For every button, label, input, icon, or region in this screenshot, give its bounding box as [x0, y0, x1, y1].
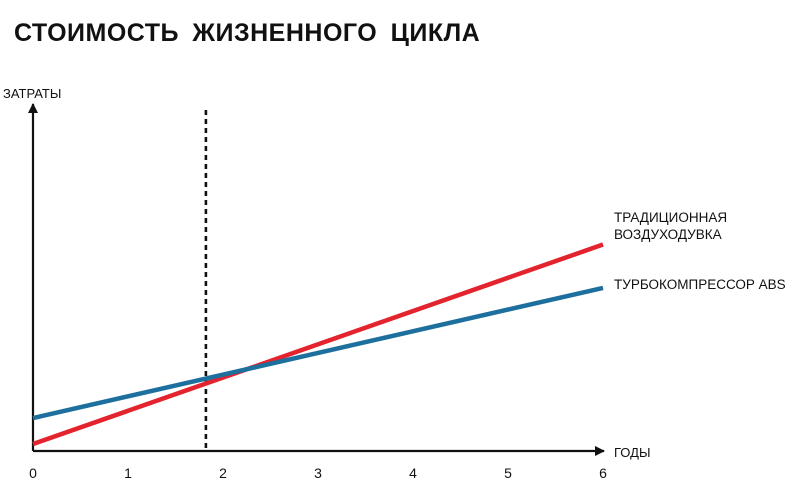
x-tick-label-4: 4 [409, 465, 417, 481]
x-tick-label-3: 3 [314, 465, 322, 481]
series-line-1 [32, 285, 604, 421]
legend-label-0-0: ТРАДИЦИОННАЯ [614, 210, 727, 225]
x-axis-label: ГОДЫ [614, 445, 650, 460]
legend-label-1-0: ТУРБОКОМПРЕССОР ABS [614, 277, 786, 292]
x-tick-label-1: 1 [124, 465, 132, 481]
chart-title: СТОИМОСТЬ ЖИЗНЕННОГО ЦИКЛА [14, 19, 481, 47]
x-tick-label-5: 5 [504, 465, 512, 481]
x-tick-labels: 0 1 2 3 4 5 6 [29, 465, 607, 481]
legend: ТРАДИЦИОННАЯ ВОЗДУХОДУВКА ТУРБОКОМПРЕССОР … [614, 210, 786, 292]
series-line-0 [32, 242, 604, 447]
x-tick-label-0: 0 [29, 465, 37, 481]
legend-label-0-1: ВОЗДУХОДУВКА [614, 227, 722, 242]
y-axis-label: ЗАТРАТЫ [3, 86, 61, 101]
x-tick-label-6: 6 [599, 465, 607, 481]
series-lines [32, 242, 604, 447]
x-tick-label-2: 2 [219, 465, 227, 481]
